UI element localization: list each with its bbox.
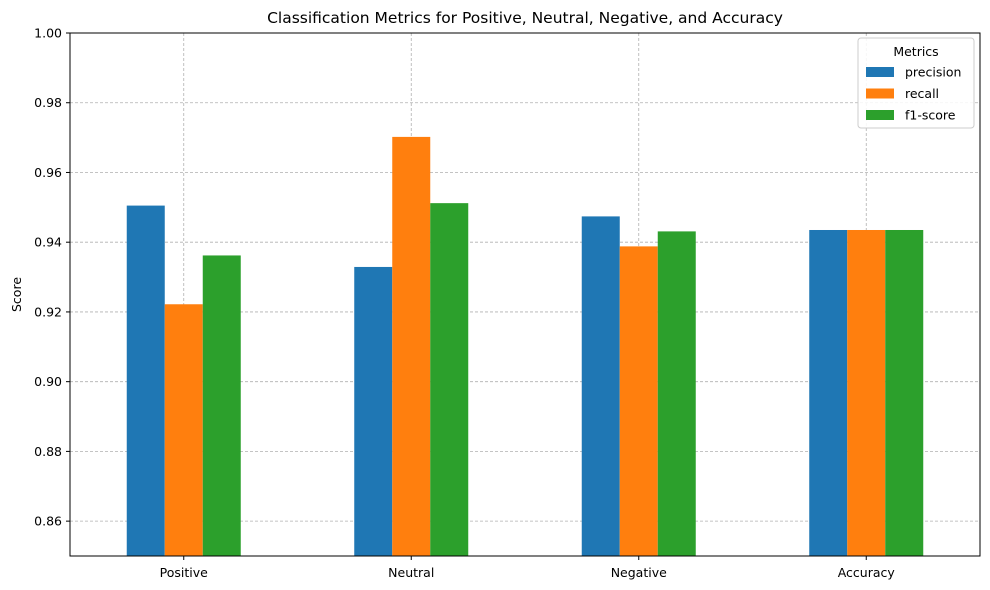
x-tick-label: Neutral — [388, 565, 434, 580]
bar-precision-accuracy — [809, 229, 848, 556]
bar-precision-negative — [581, 216, 620, 556]
bar-recall-positive — [164, 304, 203, 556]
y-tick-label: 0.98 — [34, 95, 62, 110]
y-tick-label: 0.94 — [34, 235, 62, 250]
bar-precision-positive — [126, 205, 165, 556]
legend-label: f1-score — [905, 108, 956, 123]
x-tick-label: Negative — [611, 565, 667, 580]
y-tick-label: 1.00 — [34, 26, 62, 41]
bar-recall-negative — [619, 246, 658, 556]
legend-label: precision — [905, 65, 961, 80]
bars — [126, 136, 924, 557]
x-axis: Positive Neutral Negative Accuracy — [160, 556, 896, 580]
y-tick-label: 0.86 — [34, 514, 62, 529]
bar-f1-score-neutral — [430, 203, 469, 556]
bar-f1-score-positive — [202, 255, 241, 556]
x-tick-label: Accuracy — [838, 565, 896, 580]
bar-f1-score-negative — [657, 231, 696, 556]
y-axis: 0.86 0.88 0.90 0.92 0.94 0.96 0.98 1.00 — [34, 26, 70, 529]
y-tick-label: 0.96 — [34, 165, 62, 180]
legend: Metrics precision recall f1-score — [857, 37, 975, 129]
legend-label: recall — [905, 86, 939, 101]
legend-box — [857, 37, 975, 129]
x-tick-label: Positive — [160, 565, 208, 580]
plot-frame — [69, 32, 981, 557]
legend-swatch — [866, 110, 894, 120]
y-tick-label: 0.90 — [34, 374, 62, 389]
bar-recall-neutral — [392, 136, 431, 557]
bar-precision-neutral — [354, 266, 393, 556]
y-axis-label: Score — [9, 277, 24, 312]
chart-title: Classification Metrics for Positive, Neu… — [267, 9, 783, 27]
bar-f1-score-accuracy — [885, 229, 924, 556]
legend-title: Metrics — [893, 44, 938, 59]
legend-swatch — [866, 67, 894, 77]
legend-swatch — [866, 88, 894, 99]
bar-recall-accuracy — [847, 229, 886, 556]
y-tick-label: 0.88 — [34, 444, 62, 459]
y-tick-label: 0.92 — [34, 304, 62, 319]
